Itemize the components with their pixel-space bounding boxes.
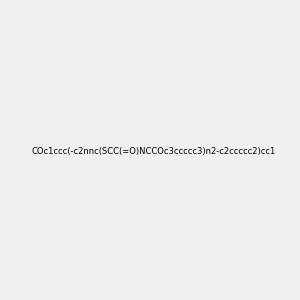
Text: COc1ccc(-c2nnc(SCC(=O)NCCOc3ccccc3)n2-c2ccccc2)cc1: COc1ccc(-c2nnc(SCC(=O)NCCOc3ccccc3)n2-c2…: [32, 147, 276, 156]
